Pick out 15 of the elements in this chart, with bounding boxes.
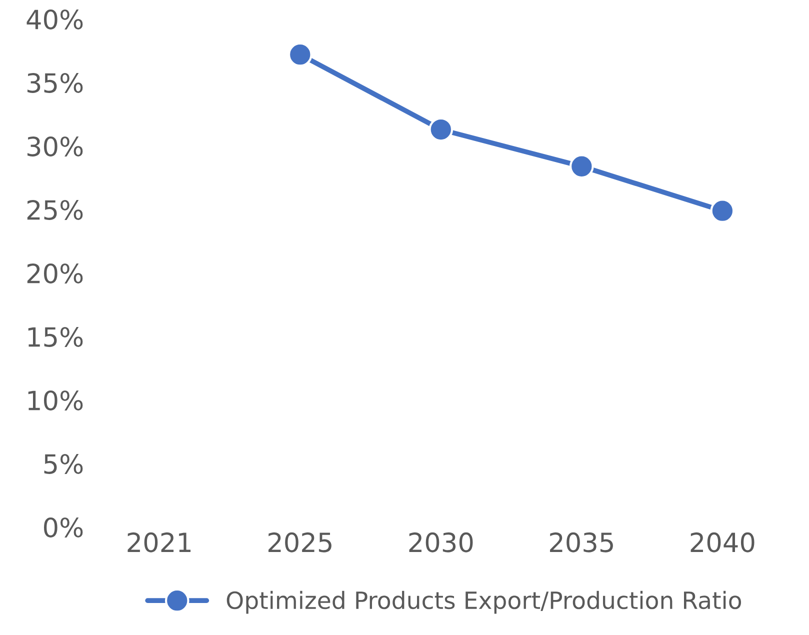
y-tick-label: 0% bbox=[44, 517, 83, 538]
y-tick-label: 15% bbox=[28, 326, 83, 347]
y-tick-label: 25% bbox=[27, 200, 83, 220]
x-tick-label: 2035 bbox=[550, 532, 613, 552]
x-tick-label: 2030 bbox=[409, 532, 473, 552]
x-tick-label: 2040 bbox=[690, 532, 754, 552]
y-tick-label: 30% bbox=[27, 136, 83, 156]
y-tick-label: 35% bbox=[27, 72, 83, 93]
x-tick-label: 2025 bbox=[268, 532, 332, 552]
y-tick-label: 5% bbox=[44, 454, 83, 474]
y-tick-label: 20% bbox=[27, 263, 83, 284]
x-tick-label: 2021 bbox=[128, 532, 191, 552]
legend-label: Optimized Products Export/Production Ratio bbox=[226, 590, 742, 614]
y-tick-label: 10% bbox=[28, 390, 83, 410]
y-tick-label: 40% bbox=[26, 9, 83, 30]
